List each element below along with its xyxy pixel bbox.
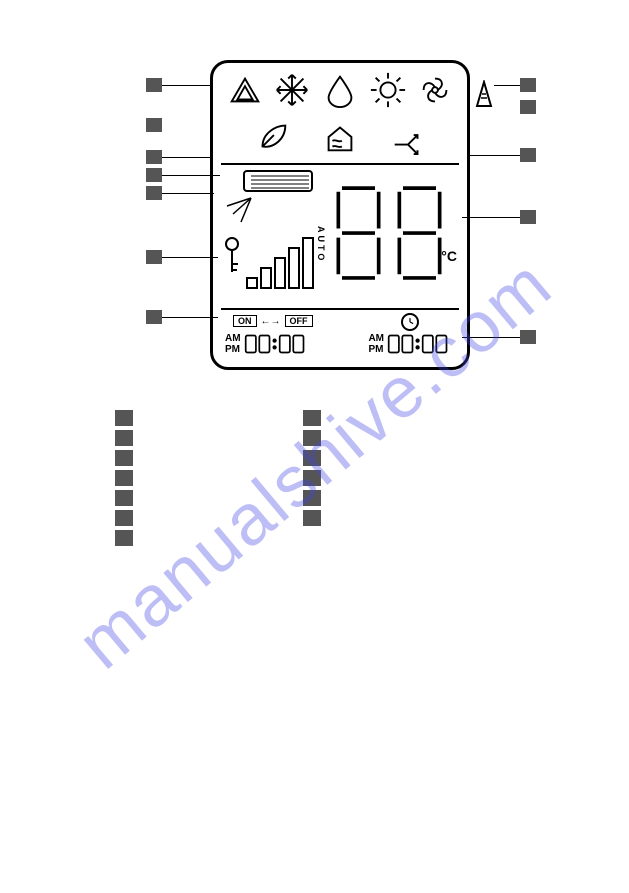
on-box: ON <box>233 315 257 327</box>
mode-icons-row <box>213 71 467 109</box>
callout-line <box>162 317 218 318</box>
temp-unit-label: °C <box>441 248 457 264</box>
fan-speed-bars-icon <box>245 230 320 290</box>
lcd-display-panel: AUTO °C ON ←→ OFF AM PM <box>210 60 470 370</box>
callout-line <box>470 155 520 156</box>
callout-box <box>520 78 536 92</box>
legend-item <box>115 450 133 466</box>
timer-on-digits <box>244 333 312 355</box>
callout-box <box>146 250 162 264</box>
clock-icon <box>401 313 419 331</box>
leaf-icon <box>253 118 291 156</box>
legend-item <box>115 510 133 526</box>
callout-box <box>146 150 162 164</box>
fan-icon <box>416 71 454 109</box>
ampm-right: AM PM <box>368 333 384 355</box>
callout-line <box>462 217 520 218</box>
time-row: AM PM AM PM <box>225 333 455 355</box>
snowflake-icon <box>273 71 311 109</box>
callout-box <box>146 168 162 182</box>
ac-unit-icon <box>243 170 313 192</box>
legend-item <box>303 410 321 426</box>
signal-icon <box>475 80 493 113</box>
callout-box <box>146 118 162 132</box>
on-off-indicator: ON ←→ OFF <box>233 315 313 327</box>
callout-line <box>162 193 214 194</box>
triangle-icon <box>226 71 264 109</box>
legend-item <box>303 430 321 446</box>
ampm-left: AM PM <box>225 333 241 355</box>
arrow-split-icon <box>389 118 427 156</box>
timer-off-digits <box>387 333 455 355</box>
callout-line <box>162 157 210 158</box>
legend-item <box>115 410 133 426</box>
callout-line <box>162 257 218 258</box>
divider-line-2 <box>221 308 459 310</box>
legend-item <box>115 490 133 506</box>
callout-box <box>146 186 162 200</box>
legend-item <box>303 470 321 486</box>
house-air-icon <box>321 118 359 156</box>
callout-line <box>462 337 520 338</box>
swing-icon <box>223 196 255 224</box>
arrows-label: ←→ <box>261 316 281 327</box>
callout-box <box>146 310 162 324</box>
off-box: OFF <box>285 315 313 327</box>
legend-item <box>303 490 321 506</box>
legend-item <box>303 510 321 526</box>
legend-item <box>115 530 133 546</box>
callout-box <box>520 330 536 344</box>
key-lock-icon <box>223 236 241 276</box>
callout-box <box>520 210 536 224</box>
legend-item <box>115 430 133 446</box>
legend-right-column <box>303 410 321 546</box>
legend-left-column <box>115 410 133 546</box>
callout-box <box>146 78 162 92</box>
callout-box <box>520 100 536 114</box>
callout-line <box>494 85 520 86</box>
feature-icons-row <box>213 118 467 156</box>
legend-section <box>115 410 321 546</box>
droplet-icon <box>321 71 359 109</box>
callout-box <box>520 148 536 162</box>
legend-item <box>303 450 321 466</box>
temperature-digits <box>331 176 451 291</box>
legend-item <box>115 470 133 486</box>
callout-line <box>162 85 210 86</box>
mid-section: AUTO °C <box>221 168 459 303</box>
sun-icon <box>369 71 407 109</box>
divider-line <box>221 163 459 165</box>
callout-line <box>162 175 220 176</box>
auto-label: AUTO <box>316 226 326 263</box>
